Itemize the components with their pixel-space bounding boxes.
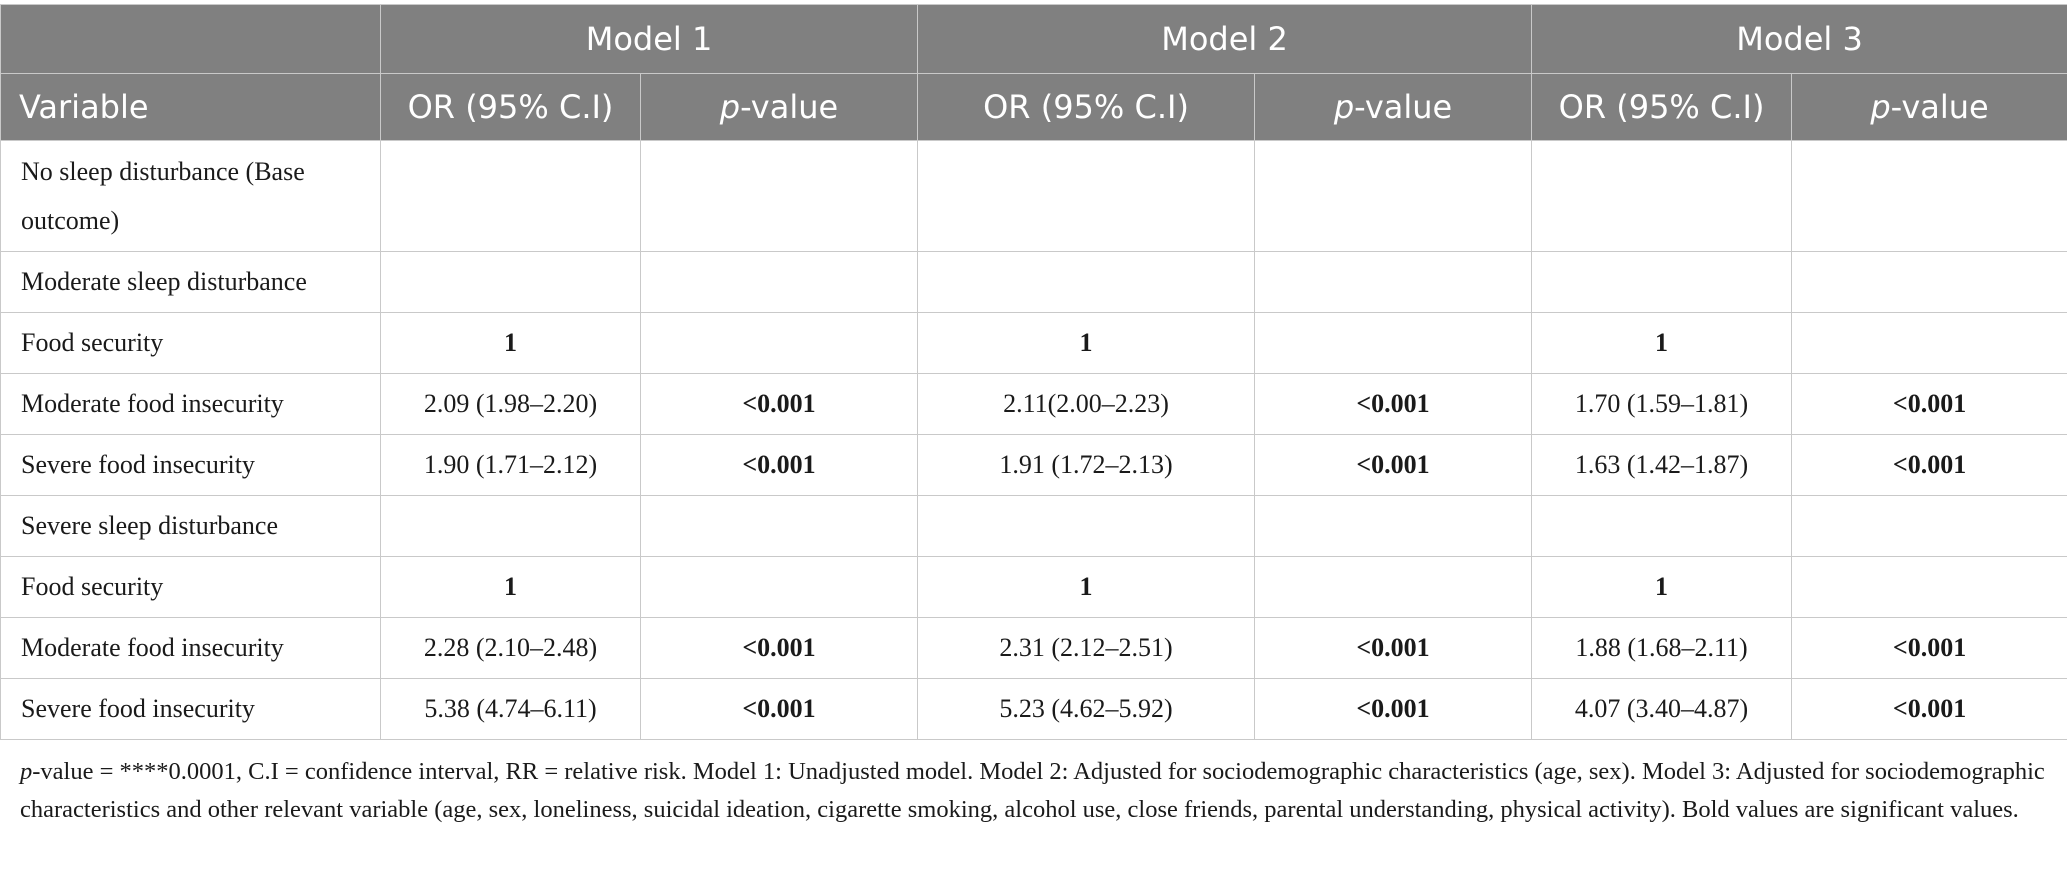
or-cell: 5.38 (4.74–6.11) [380,678,641,740]
or-header: OR (95% C.I) [1531,73,1793,141]
or-cell: 1 [1531,556,1793,618]
or-cell: 1.88 (1.68–2.11) [1531,617,1793,679]
empty-header-cell [0,4,381,74]
or-cell: 5.23 (4.62–5.92) [917,678,1256,740]
p-value-cell: <0.001 [639,434,919,496]
p-value-cell: <0.001 [1254,373,1533,435]
or-header: OR (95% C.I) [917,73,1256,141]
or-cell [1531,495,1793,557]
table-body: No sleep disturbance (Base outcome) Moder… [0,140,2067,740]
or-cell: 1 [380,556,641,618]
variable-cell: Moderate food insecurity [0,373,381,435]
p-value-cell: <0.001 [1791,373,2067,435]
p-value-cell [1791,312,2067,374]
model-header-row: Model 1 Model 2 Model 3 [0,4,2067,74]
p-value-cell: <0.001 [1791,678,2067,740]
or-cell: 4.07 (3.40–4.87) [1531,678,1793,740]
table-row: Severe sleep disturbance [0,495,2067,557]
or-cell [380,140,641,252]
p-value-cell [1254,312,1533,374]
p-value-cell [1791,140,2067,252]
results-table: Model 1 Model 2 Model 3 Variable OR (95%… [0,4,2067,740]
p-value-cell: <0.001 [1791,434,2067,496]
or-cell [917,140,1256,252]
table-row: Severe food insecurity 1.90 (1.71–2.12) <0… [0,434,2067,496]
or-cell: 2.28 (2.10–2.48) [380,617,641,679]
p-value-cell [639,495,919,557]
p-value-cell [1254,140,1533,252]
p-value-cell [1791,495,2067,557]
p-value-cell: <0.001 [639,373,919,435]
or-cell [380,495,641,557]
table-row: Food security 1 1 1 [0,312,2067,374]
p-value-cell [1254,251,1533,313]
p-value-cell: <0.001 [639,678,919,740]
p-value-cell [1791,251,2067,313]
p-value-cell: <0.001 [1791,617,2067,679]
p-value-cell [639,140,919,252]
model-1-header: Model 1 [379,4,919,74]
or-cell: 2.11(2.00–2.23) [917,373,1256,435]
p-value-cell [1254,495,1533,557]
or-cell: 1 [1531,312,1793,374]
or-cell [917,495,1256,557]
or-cell [917,251,1256,313]
p-value-header: p-value [639,73,919,141]
p-value-cell [639,312,919,374]
table-footnote: p-value = ****0.0001, C.I = confidence i… [20,753,2050,829]
or-cell [1531,251,1793,313]
variable-cell: No sleep disturbance (Base outcome) [0,140,381,252]
p-value-cell: <0.001 [1254,434,1533,496]
or-cell [1531,140,1793,252]
footnote-text: -value = ****0.0001, C.I = confidence in… [20,758,2045,823]
variable-cell: Moderate food insecurity [0,617,381,679]
p-value-cell: <0.001 [1254,678,1533,740]
model-3-header: Model 3 [1531,4,2067,74]
footnote-p: p [20,758,33,785]
p-value-cell [1254,556,1533,618]
p-value-cell: <0.001 [639,617,919,679]
table-row: No sleep disturbance (Base outcome) [0,140,2067,252]
table-row: Severe food insecurity 5.38 (4.74–6.11) <0… [0,678,2067,740]
variable-cell: Moderate sleep disturbance [0,251,381,313]
or-cell: 1 [917,312,1256,374]
or-cell: 1 [917,556,1256,618]
or-cell: 2.31 (2.12–2.51) [917,617,1256,679]
or-cell: 1.90 (1.71–2.12) [380,434,641,496]
variable-header: Variable [0,73,381,141]
table-row: Moderate sleep disturbance [0,251,2067,313]
p-value-cell [1791,556,2067,618]
or-header: OR (95% C.I) [380,73,641,141]
p-value-cell [639,251,919,313]
or-cell: 2.09 (1.98–2.20) [380,373,641,435]
table-row: Moderate food insecurity 2.28 (2.10–2.48)… [0,617,2067,679]
or-cell: 1 [380,312,641,374]
or-cell: 1.91 (1.72–2.13) [917,434,1256,496]
model-2-header: Model 2 [917,4,1533,74]
table-row: Food security 1 1 1 [0,556,2067,618]
or-cell [380,251,641,313]
variable-cell: Severe food insecurity [0,434,381,496]
p-value-cell [639,556,919,618]
variable-cell: Severe sleep disturbance [0,495,381,557]
p-value-header: p-value [1791,73,2067,141]
column-header-row: Variable OR (95% C.I) p-value OR (95% C.… [0,73,2067,141]
variable-cell: Severe food insecurity [0,678,381,740]
p-value-header: p-value [1254,73,1533,141]
variable-cell: Food security [0,312,381,374]
or-cell: 1.70 (1.59–1.81) [1531,373,1793,435]
or-cell: 1.63 (1.42–1.87) [1531,434,1793,496]
variable-cell: Food security [0,556,381,618]
table-row: Moderate food insecurity 2.09 (1.98–2.20)… [0,373,2067,435]
p-value-cell: <0.001 [1254,617,1533,679]
